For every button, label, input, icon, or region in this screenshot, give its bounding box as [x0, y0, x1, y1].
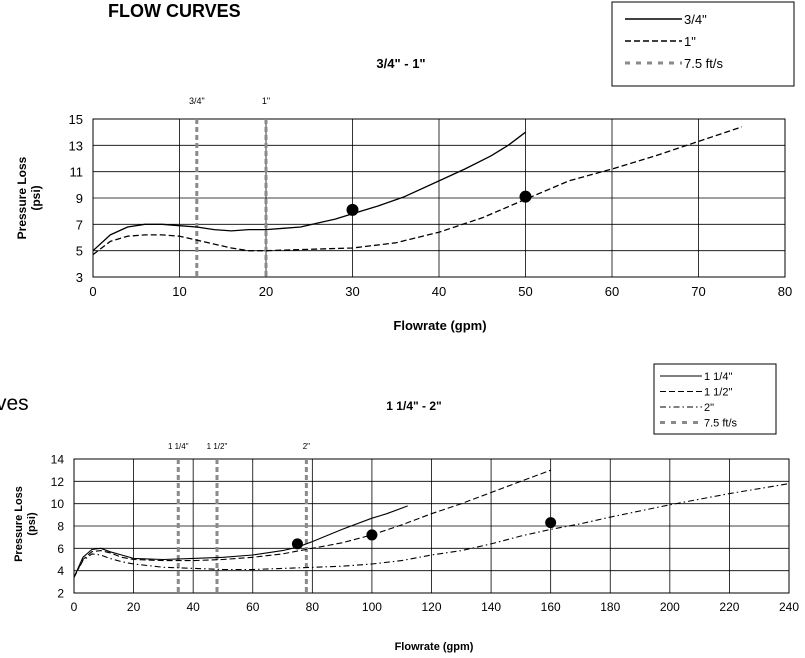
- legend-label: 1 1/4": [704, 371, 732, 383]
- y-tick-label: 13: [69, 138, 83, 153]
- x-tick-label: 180: [600, 600, 620, 614]
- legend-label: 7.5 ft/s: [684, 56, 724, 71]
- page-fragment-text: ves: [0, 392, 29, 415]
- page-heading: FLOW CURVES: [108, 1, 241, 21]
- velocity-label: 2": [303, 442, 310, 451]
- x-tick-label: 30: [345, 284, 359, 299]
- x-tick-label: 20: [259, 284, 273, 299]
- legend-label: 2": [704, 402, 714, 414]
- y-tick-label: 7: [76, 217, 83, 232]
- legend-box: [611, 1, 795, 87]
- legend-label: 1 1/2": [704, 387, 732, 399]
- y-tick-label: 8: [57, 520, 64, 534]
- x-tick-label: 80: [306, 600, 320, 614]
- x-tick-label: 140: [481, 600, 501, 614]
- y-tick-label: 4: [57, 564, 64, 578]
- legend: 1 1/4" 1 1/2" 2" 7.5 ft/s: [653, 363, 777, 435]
- x-tick-label: 200: [660, 600, 680, 614]
- y-axis-label: Pressure Loss(psi): [13, 486, 38, 562]
- y-tick-label: 2: [57, 587, 64, 601]
- series-line-1: [92, 126, 743, 256]
- y-tick-label: 12: [51, 475, 65, 489]
- series-line-2: [73, 483, 790, 578]
- x-tick-label: 70: [691, 284, 705, 299]
- legend-label: 3/4": [684, 12, 707, 27]
- operating-point-marker: [291, 538, 303, 550]
- x-tick-label: 40: [186, 600, 200, 614]
- y-tick-label: 9: [76, 191, 83, 206]
- chart-3-4-to-1: 3/4" - 1" 0 10 20 30 40 50 60 70 80 3 5 7 9 11 13 15 Flow…: [15, 1, 795, 333]
- y-tick-label: 10: [51, 497, 65, 511]
- chart-1-1-4-to-2: 1 1/4" - 2"0 20 40 60 80 100 120 140 160 180 200 22…: [13, 363, 799, 653]
- velocity-label: 1 1/2": [207, 442, 228, 451]
- y-tick-label: 5: [76, 244, 83, 259]
- x-tick-label: 0: [71, 600, 78, 614]
- velocity-label: 1": [262, 96, 270, 106]
- x-tick-label: 100: [362, 600, 382, 614]
- y-axis-label: Pressure Loss(psi): [15, 156, 43, 239]
- operating-point-marker: [346, 203, 359, 216]
- x-tick-label: 240: [779, 600, 799, 614]
- legend: 3/4" 1" 7.5 ft/s: [611, 1, 795, 87]
- x-tick-label: 60: [246, 600, 260, 614]
- operating-point-marker: [545, 517, 557, 529]
- y-tick-label: 14: [51, 453, 65, 467]
- x-tick-label: 0: [89, 284, 96, 299]
- y-tick-label: 3: [76, 270, 83, 285]
- x-axis-label: Flowrate (gpm): [395, 641, 474, 653]
- velocity-label: 1 1/4": [168, 442, 189, 451]
- chart-title: 3/4" - 1": [376, 56, 425, 71]
- x-tick-label: 80: [778, 284, 792, 299]
- x-tick-label: 50: [518, 284, 532, 299]
- y-tick-label: 15: [69, 112, 83, 127]
- legend-label: 7.5 ft/s: [704, 418, 738, 430]
- y-tick-label: 6: [57, 542, 64, 556]
- operating-point-marker: [366, 529, 378, 541]
- x-tick-label: 10: [172, 284, 186, 299]
- x-axis-label: Flowrate (gpm): [393, 318, 486, 333]
- x-tick-label: 40: [432, 284, 446, 299]
- y-tick-label: 11: [70, 165, 84, 180]
- velocity-label: 3/4": [189, 96, 205, 106]
- x-tick-label: 60: [605, 284, 619, 299]
- series-line-1-1-2: [73, 469, 551, 578]
- series-line-1-1-4: [73, 505, 408, 578]
- x-tick-label: 20: [127, 600, 141, 614]
- series-line-3-4: [92, 131, 526, 252]
- x-tick-label: 120: [421, 600, 441, 614]
- chart-title: 1 1/4" - 2": [386, 399, 441, 413]
- legend-label: 1": [684, 34, 696, 49]
- operating-point-marker: [519, 190, 532, 203]
- x-tick-label: 220: [719, 600, 739, 614]
- x-tick-label: 160: [541, 600, 561, 614]
